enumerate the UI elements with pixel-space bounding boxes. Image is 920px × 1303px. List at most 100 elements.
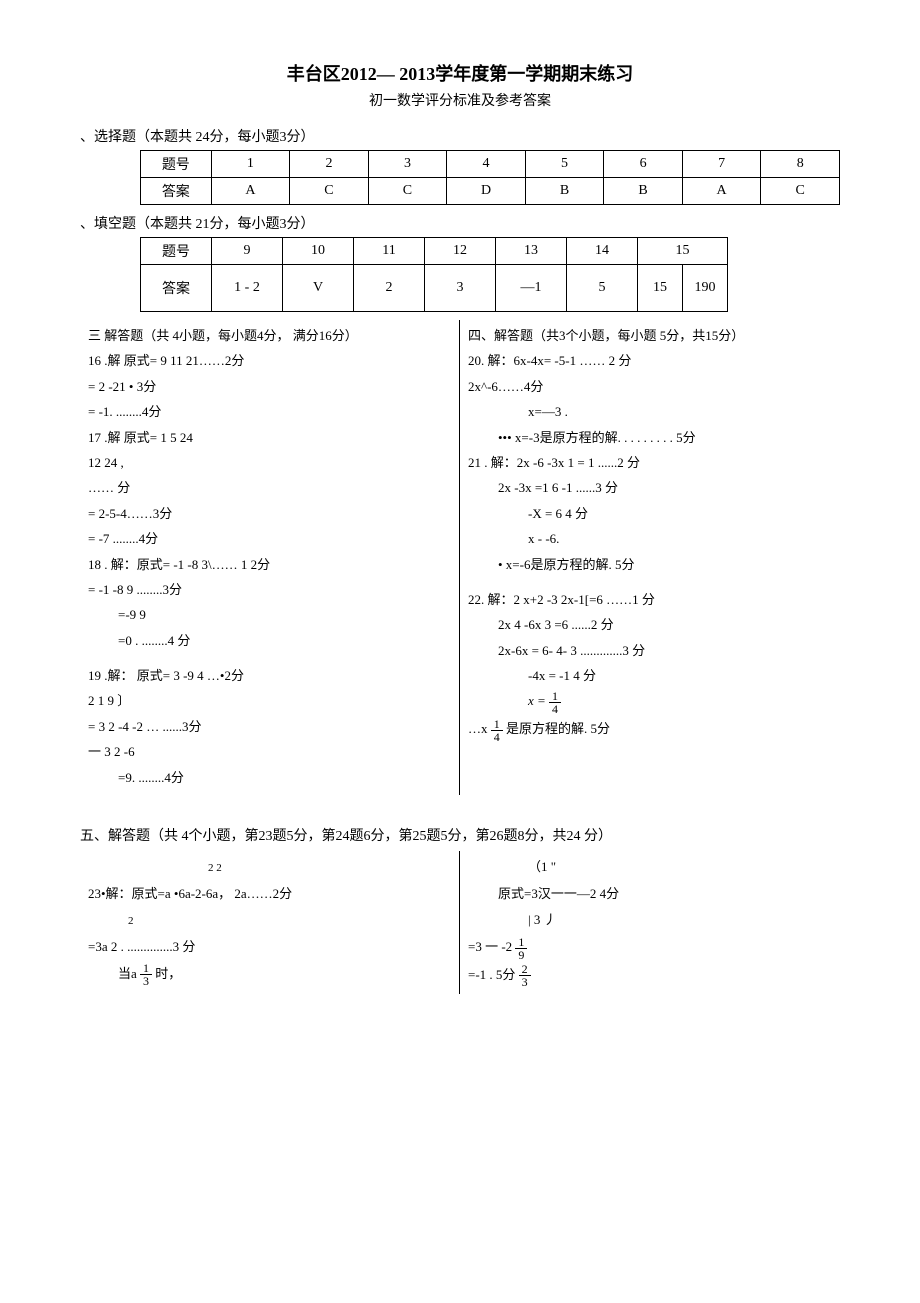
q23-line: 2 bbox=[88, 908, 451, 933]
table-header: 题号 bbox=[141, 238, 212, 265]
table-cell: A bbox=[682, 178, 761, 205]
table-cell: —1 bbox=[496, 265, 567, 312]
q18-line: = -1 -8 9 ........3分 bbox=[88, 578, 451, 601]
table-cell: 5 bbox=[567, 265, 638, 312]
table-cell: 答案 bbox=[141, 178, 212, 205]
q22-suffix: 是原方程的解. 5分 bbox=[506, 721, 610, 736]
table-cell: B bbox=[525, 178, 604, 205]
q18-line: =0 . ........4 分 bbox=[88, 629, 451, 652]
table-header: 14 bbox=[567, 238, 638, 265]
table-cell: B bbox=[604, 178, 683, 205]
q19-line: = 3 2 -4 -2 … ......3分 bbox=[88, 715, 451, 738]
q21-line: -X = 6 4 分 bbox=[468, 502, 832, 525]
section4-column: 四、解答题（共3个小题，每小题 5分，共15分） 20. 解：6x-4x= -5… bbox=[460, 320, 840, 795]
q23-line: 23•解：原式=a •6a-2-6a， 2a……2分 bbox=[88, 882, 451, 907]
q21-line: 21 . 解：2x -6 -3x 1 = 1 ......2 分 bbox=[468, 451, 832, 474]
section5-right: （1 " 原式=3汉一一—2 4分 | 3 丿 =3 一 -2 19 =-1 .… bbox=[460, 851, 840, 994]
q23-eq: =3 一 -2 bbox=[468, 939, 512, 954]
q17-line: 12 24 , bbox=[88, 451, 451, 474]
table-cell: V bbox=[283, 265, 354, 312]
worked-solutions: 三 解答题（共 4小题，每小题4分， 满分16分） 16 .解 原式= 9 11… bbox=[80, 320, 840, 795]
section5-head: 五、解答题（共 4个小题，第23题5分，第24题6分，第25题5分，第26题8分… bbox=[80, 825, 840, 845]
table-cell: A bbox=[211, 178, 290, 205]
section2-table: 题号 9 10 11 12 13 14 15 答案 1 - 2 V 2 3 —1… bbox=[140, 237, 728, 312]
table-header: 9 bbox=[212, 238, 283, 265]
table-header: 11 bbox=[354, 238, 425, 265]
q19-line: 一 3 2 -6 bbox=[88, 740, 451, 763]
table-cell: 190 bbox=[683, 265, 728, 312]
q20-line: 20. 解：6x-4x= -5-1 …… 2 分 bbox=[468, 349, 832, 372]
section3-head: 三 解答题（共 4小题，每小题4分， 满分16分） bbox=[88, 324, 451, 347]
q23-line: （1 " bbox=[468, 855, 832, 880]
q21-line: x - -6. bbox=[468, 527, 832, 550]
q23-line: =3a 2 . ..............3 分 bbox=[88, 935, 451, 960]
table-header: 4 bbox=[447, 151, 526, 178]
fraction: 14 bbox=[549, 690, 561, 715]
section1-table: 题号 1 2 3 4 5 6 7 8 答案 A C C D B B A C bbox=[140, 150, 840, 205]
q23-line: | 3 丿 bbox=[468, 908, 832, 933]
table-cell: D bbox=[447, 178, 526, 205]
q19-line: 2 1 9 〕 bbox=[88, 689, 451, 712]
q22-line: …x 14 是原方程的解. 5分 bbox=[468, 717, 832, 743]
q17-line: …… 分 bbox=[88, 476, 451, 499]
q23-line: 2 2 bbox=[88, 855, 451, 880]
fraction: 23 bbox=[519, 963, 531, 988]
section2-label: 、填空题（本题共 21分，每小题3分） bbox=[80, 213, 840, 233]
q23-line: 当a 13 时， bbox=[88, 962, 451, 988]
table-cell: C bbox=[368, 178, 447, 205]
table-header: 3 bbox=[368, 151, 447, 178]
table-cell: 2 bbox=[354, 265, 425, 312]
fraction: 14 bbox=[491, 718, 503, 743]
q19-line: 19 .解： 原式= 3 -9 4 …•2分 bbox=[88, 664, 451, 687]
q17-line: = 2-5-4……3分 bbox=[88, 502, 451, 525]
q22-line: x = 14 bbox=[468, 689, 832, 715]
table-header: 8 bbox=[761, 151, 840, 178]
q23-when-suffix: 时， bbox=[155, 966, 181, 981]
q17-line: = -7 ........4分 bbox=[88, 527, 451, 550]
table-header: 1 bbox=[211, 151, 290, 178]
section1-label: 、选择题（本题共 24分，每小题3分） bbox=[80, 126, 840, 146]
section5-body: 2 2 23•解：原式=a •6a-2-6a， 2a……2分 2 =3a 2 .… bbox=[80, 851, 840, 994]
q22-line: -4x = -1 4 分 bbox=[468, 664, 832, 687]
q18-line: 18 . 解：原式= -1 -8 3\…… 1 2分 bbox=[88, 553, 451, 576]
q23-line: =3 一 -2 19 bbox=[468, 935, 832, 961]
section5-left: 2 2 23•解：原式=a •6a-2-6a， 2a……2分 2 =3a 2 .… bbox=[80, 851, 460, 994]
table-cell: 3 bbox=[425, 265, 496, 312]
table-cell: C bbox=[290, 178, 369, 205]
q17-line: 17 .解 原式= 1 5 24 bbox=[88, 426, 451, 449]
table-cell: C bbox=[761, 178, 840, 205]
q18-line: =-9 9 bbox=[88, 603, 451, 626]
q19-line: =9. ........4分 bbox=[88, 766, 451, 789]
section3-column: 三 解答题（共 4小题，每小题4分， 满分16分） 16 .解 原式= 9 11… bbox=[80, 320, 460, 795]
q22-prefix: …x bbox=[468, 721, 488, 736]
q23-line: =-1 . 5分 23 bbox=[468, 963, 832, 989]
q22-line: 22. 解：2 x+2 -3 2x-1[=6 ……1 分 bbox=[468, 588, 832, 611]
table-cell: 答案 bbox=[141, 265, 212, 312]
table-header: 5 bbox=[525, 151, 604, 178]
table-header: 题号 bbox=[141, 151, 212, 178]
q22-line: 2x 4 -6x 3 =6 ......2 分 bbox=[468, 613, 832, 636]
table-header: 6 bbox=[604, 151, 683, 178]
q21-line: • x=-6是原方程的解. 5分 bbox=[468, 553, 832, 576]
q16-line: = -1. ........4分 bbox=[88, 400, 451, 423]
table-header: 2 bbox=[290, 151, 369, 178]
q23-when: 当a bbox=[118, 966, 137, 981]
q21-line: 2x -3x =1 6 -1 ......3 分 bbox=[468, 476, 832, 499]
q16-line: 16 .解 原式= 9 11 21……2分 bbox=[88, 349, 451, 372]
table-header: 7 bbox=[682, 151, 761, 178]
table-header: 13 bbox=[496, 238, 567, 265]
fraction: 13 bbox=[140, 962, 152, 987]
table-header: 12 bbox=[425, 238, 496, 265]
q23-eq: =-1 . 5分 bbox=[468, 967, 515, 982]
q22-line: 2x-6x = 6- 4- 3 .............3 分 bbox=[468, 639, 832, 662]
table-header: 15 bbox=[638, 238, 728, 265]
table-cell: 1 - 2 bbox=[212, 265, 283, 312]
table-cell: 15 bbox=[638, 265, 683, 312]
q22-xeq: x = bbox=[528, 693, 546, 708]
page-subtitle: 初一数学评分标准及参考答案 bbox=[80, 90, 840, 110]
q20-line: x=—3 . bbox=[468, 400, 832, 423]
fraction: 19 bbox=[515, 936, 527, 961]
q16-line: = 2 -21 • 3分 bbox=[88, 375, 451, 398]
q23-line: 原式=3汉一一—2 4分 bbox=[468, 882, 832, 907]
table-header: 10 bbox=[283, 238, 354, 265]
